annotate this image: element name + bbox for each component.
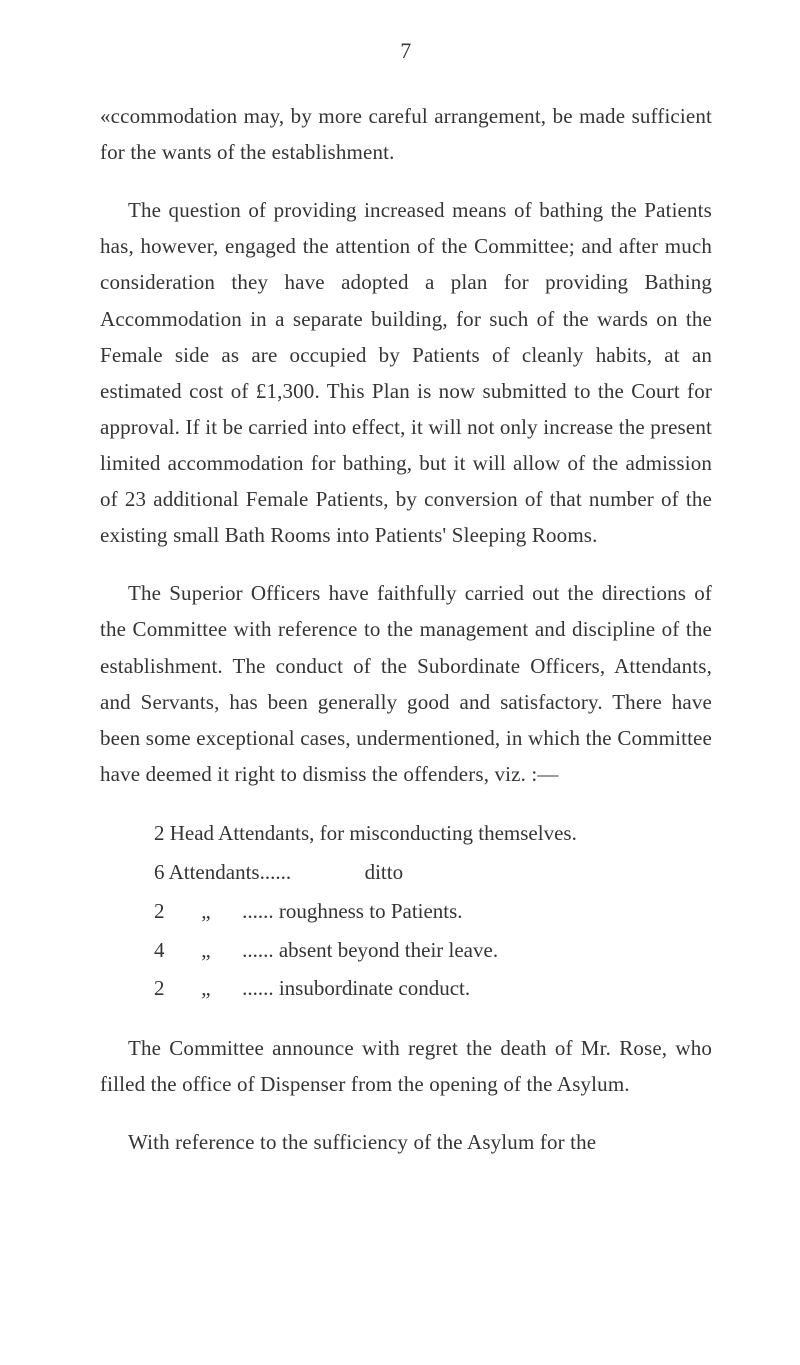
paragraph-5: With reference to the sufficiency of the… (100, 1124, 712, 1160)
page-number: 7 (100, 38, 712, 64)
list-item-4: 4 „ ...... absent beyond their leave. (154, 931, 712, 970)
list-item-1: 2 Head Attendants, for misconducting the… (154, 814, 712, 853)
list-item-3: 2 „ ...... roughness to Patients. (154, 892, 712, 931)
paragraph-1: «ccommodation may, by more careful arran… (100, 98, 712, 170)
offenders-list: 2 Head Attendants, for misconducting the… (154, 814, 712, 1008)
paragraph-4: The Committee announce with regret the d… (100, 1030, 712, 1102)
paragraph-3: The Superior Officers have faithfully ca… (100, 575, 712, 792)
paragraph-2: The question of providing increased mean… (100, 192, 712, 553)
list-item-2: 6 Attendants...... ditto (154, 853, 712, 892)
list-item-5: 2 „ ...... insubordinate conduct. (154, 969, 712, 1008)
page: 7 «ccommodation may, by more careful arr… (0, 0, 800, 1243)
